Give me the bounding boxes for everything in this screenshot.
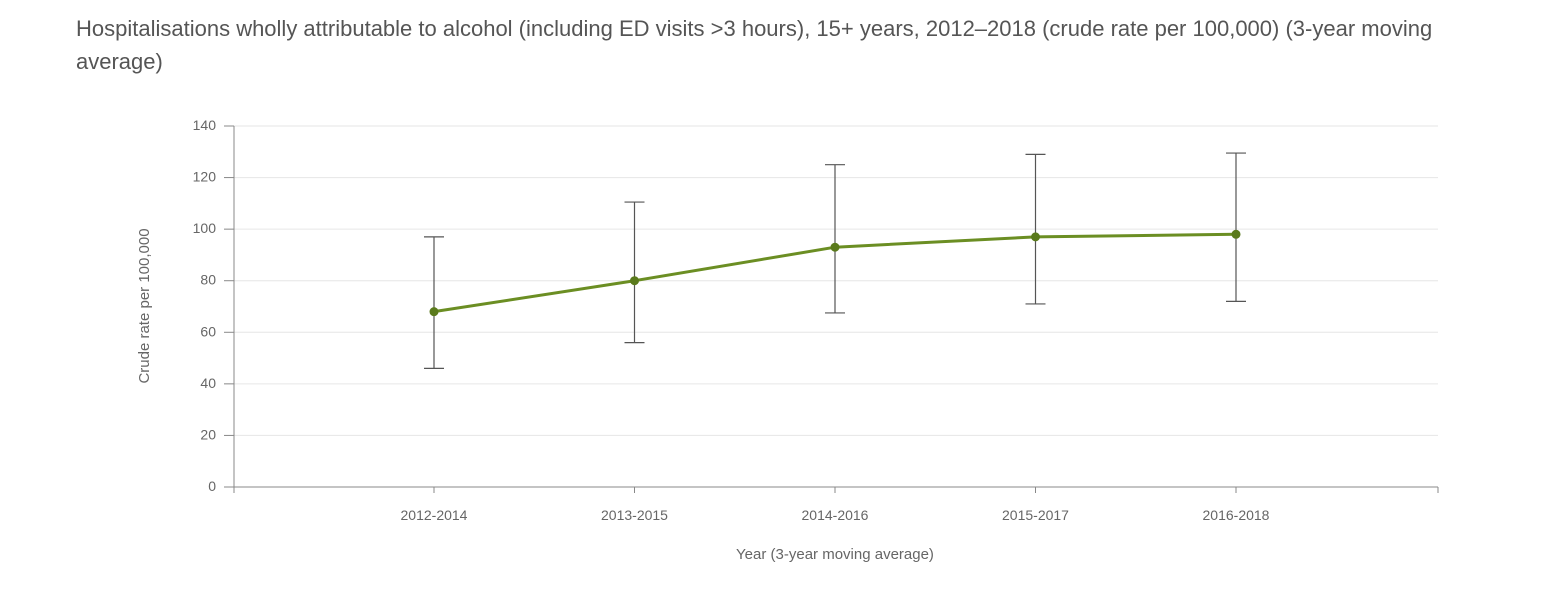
error-bar-2014-2016 bbox=[825, 164, 845, 314]
axes: 0 20 40 60 80 100 120 140 2012-2014 2013-2015 2014… bbox=[193, 117, 1439, 523]
y-tick-label-120: 120 bbox=[193, 169, 217, 185]
data-point-2016-2018[interactable] bbox=[1231, 229, 1241, 239]
x-tick-label-2013-2015: 2013-2015 bbox=[601, 507, 668, 523]
x-tick-label-2012-2014: 2012-2014 bbox=[401, 507, 468, 523]
data-point-2014-2016[interactable] bbox=[830, 242, 840, 252]
error-bar-2016-2018 bbox=[1226, 152, 1246, 302]
x-tick-label-2014-2016: 2014-2016 bbox=[802, 507, 869, 523]
data-points bbox=[429, 229, 1241, 317]
y-tick-label-140: 140 bbox=[193, 117, 217, 133]
error-bar-2015-2017 bbox=[1025, 153, 1046, 305]
x-axis-label: Year (3-year moving average) bbox=[736, 546, 934, 563]
y-tick-label-20: 20 bbox=[200, 426, 216, 442]
y-axis-label: Crude rate per 100,000 bbox=[136, 228, 153, 383]
error-bar-2013-2015 bbox=[624, 201, 645, 344]
y-tick-label-100: 100 bbox=[193, 220, 217, 236]
gridlines bbox=[234, 125, 1438, 436]
x-tick-label-2015-2017: 2015-2017 bbox=[1002, 507, 1069, 523]
y-tick-label-80: 80 bbox=[200, 272, 216, 288]
y-tick-label-0: 0 bbox=[208, 478, 216, 494]
y-tick-label-60: 60 bbox=[200, 323, 216, 339]
x-tick-label-2016-2018: 2016-2018 bbox=[1203, 507, 1270, 523]
data-point-2013-2015[interactable] bbox=[630, 276, 639, 286]
error-bar-2012-2014 bbox=[424, 236, 444, 369]
chart-title: Hospitalisations wholly attributable to … bbox=[76, 16, 1433, 74]
error-bars bbox=[424, 152, 1246, 369]
data-point-2012-2014[interactable] bbox=[429, 307, 439, 317]
y-tick-label-40: 40 bbox=[200, 375, 216, 391]
data-point-2015-2017[interactable] bbox=[1031, 232, 1040, 242]
